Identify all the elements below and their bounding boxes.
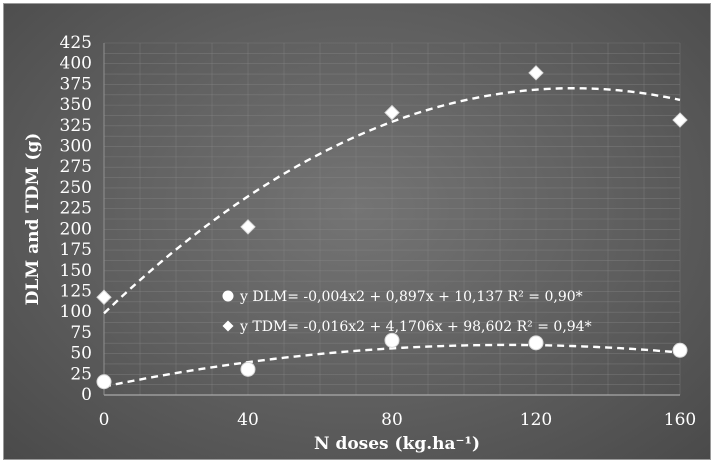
y-tick-label: 225 [60,199,92,219]
y-tick-label: 325 [60,116,92,136]
x-tick-label: 80 [381,410,403,430]
marker-layer [96,65,688,390]
x-tick-label: 0 [99,410,110,430]
dlm-trendline [103,343,681,388]
grid-layer [103,42,681,396]
y-tick-label: 75 [70,323,92,343]
y-tick-label: 125 [60,281,92,301]
dlm-legend-label: y DLM= -0,004x2 + 0,897x + 10,137 R² = 0… [239,289,583,305]
y-tick-label: 250 [60,178,92,198]
y-tick-label: 0 [81,385,92,405]
axis-layer: 0255075100125150175200225250275300325350… [60,33,697,430]
tdm-legend-marker [222,320,234,332]
x-tick-label: 160 [664,410,696,430]
dlm-point [96,374,112,390]
tdm-point [672,112,688,128]
y-tick-label: 100 [60,302,92,322]
y-tick-label: 25 [70,364,92,384]
dlm-point [240,361,256,377]
y-tick-label: 425 [60,33,92,53]
y-axis-title: DLM and TDM (g) [23,133,43,306]
tdm-legend-label: y TDM= -0,016x2 + 4,1706x + 98,602 R² = … [239,319,592,335]
y-tick-label: 400 [60,54,92,74]
legend: y DLM= -0,004x2 + 0,897x + 10,137 R² = 0… [222,289,592,335]
y-tick-label: 150 [60,261,92,281]
chart-frame: 0 25 50 75 100 125 150 175 200 225 250 275 300 325 350… [3,3,711,460]
tdm-point [96,289,112,305]
dlm-point [384,332,400,348]
trendline-layer [103,87,681,388]
dlm-point [672,342,688,358]
x-tick-label: 120 [520,410,552,430]
y-tick-label: 175 [60,240,92,260]
y-tick-label: 50 [70,344,92,364]
tdm-point [528,65,544,81]
tdm-point [240,219,256,235]
y-tick-label: 375 [60,74,92,94]
chart-plot: 0255075100125150175200225250275300325350… [23,33,697,454]
x-tick-label: 40 [237,410,259,430]
y-tick-label: 275 [60,157,92,177]
tdm-trendline [103,87,681,315]
y-tick-label: 200 [60,219,92,239]
dlm-legend-marker [222,290,234,302]
dlm-point [528,335,544,351]
y-tick-label: 350 [60,95,92,115]
tdm-point [384,104,400,121]
y-tick-label: 300 [60,137,92,157]
x-axis-title: N doses (kg.ha⁻¹) [314,434,480,454]
